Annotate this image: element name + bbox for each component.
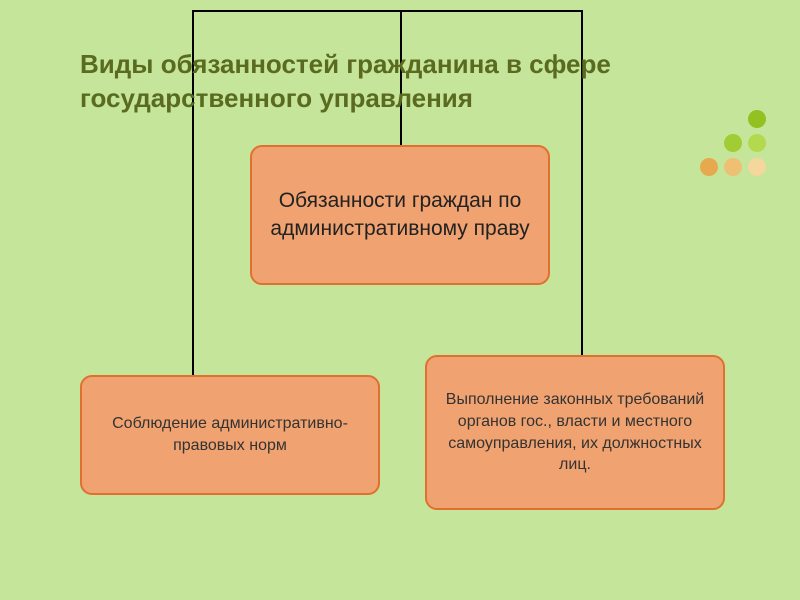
slide: Виды обязанностей гражданина в сфере гос… <box>0 0 800 600</box>
box-right: Выполнение законных требований органов г… <box>425 355 725 510</box>
dot-icon <box>748 134 766 152</box>
box-left: Соблюдение административно-правовых норм <box>80 375 380 495</box>
box-top-text: Обязанности граждан по административному… <box>266 187 534 244</box>
box-left-text: Соблюдение административно-правовых норм <box>96 413 364 456</box>
decoration-dots <box>700 110 770 200</box>
dot-icon <box>748 158 766 176</box>
dot-icon <box>748 110 766 128</box>
dot-icon <box>700 158 718 176</box>
box-right-text: Выполнение законных требований органов г… <box>441 389 709 475</box>
dot-icon <box>724 158 742 176</box>
connector-horizontal <box>192 10 582 12</box>
slide-title: Виды обязанностей гражданина в сфере гос… <box>80 48 680 116</box>
dot-icon <box>724 134 742 152</box>
box-top: Обязанности граждан по административному… <box>250 145 550 285</box>
